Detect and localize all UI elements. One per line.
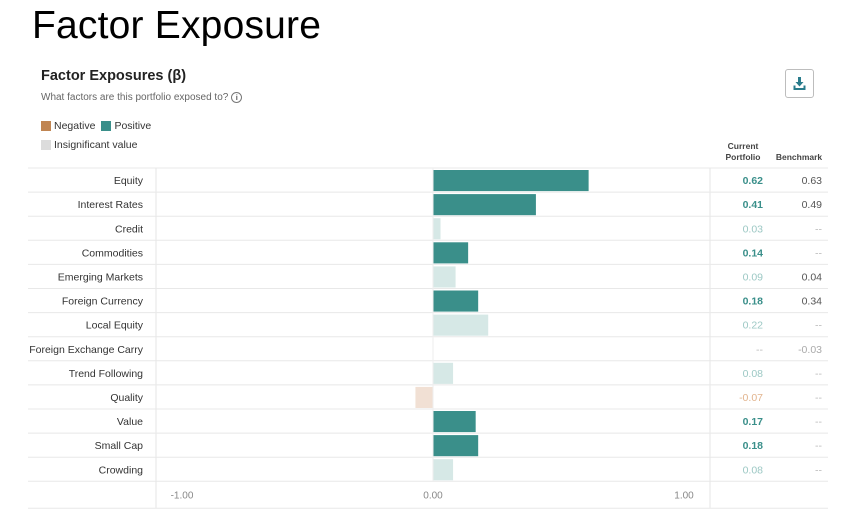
benchmark-value: -- [815,223,822,235]
column-header-current-line2: Portfolio [725,152,761,162]
benchmark-value: 0.49 [802,199,823,211]
factor-label: Foreign Currency [62,296,144,308]
factor-label: Local Equity [86,320,144,332]
current-value: 0.41 [743,199,764,211]
legend-item-insignificant[interactable]: Insignificant value [41,139,137,151]
benchmark-value: -- [815,440,822,452]
download-button[interactable] [785,69,814,98]
current-value: 0.62 [743,175,764,187]
bar-credit[interactable] [433,218,441,240]
card-title: Factor Exposures (β) [41,68,187,84]
legend-swatch-negative [41,120,51,131]
legend: Negative Positive Insignificant value [41,119,157,157]
bar-interest-rates[interactable] [433,194,536,216]
current-value: 0.18 [743,296,764,308]
factor-label: Small Cap [95,440,144,452]
card-subtitle: What factors are this portfolio exposed … [41,92,243,103]
factor-label: Emerging Markets [58,271,143,283]
legend-swatch-positive [101,120,112,131]
factor-label: Trend Following [69,368,143,380]
current-value: 0.17 [743,416,764,428]
legend-label-negative: Negative [54,119,96,132]
current-value: 0.22 [743,320,764,332]
benchmark-value: 0.04 [802,271,823,283]
benchmark-value: -- [815,368,822,380]
benchmark-value: 0.63 [802,175,823,187]
bar-commodities[interactable] [433,242,469,264]
current-value: -- [756,344,763,356]
current-value: -0.07 [739,392,763,404]
current-value: 0.08 [743,464,764,476]
card-subtitle-text: What factors are this portfolio exposed … [41,92,229,103]
legend-item-positive[interactable]: Positive [101,120,151,132]
factor-label: Interest Rates [78,199,143,211]
legend-label-positive: Positive [114,119,152,132]
page-title: Factor Exposure [32,4,322,47]
info-icon[interactable]: i [231,92,243,103]
current-value: 0.18 [743,440,764,452]
factor-label: Credit [115,223,143,235]
factor-label: Commodities [82,247,143,259]
bar-quality[interactable] [415,386,433,408]
factor-label: Value [117,416,143,428]
bar-emerging-markets[interactable] [433,266,456,288]
x-tick-label: 0.00 [423,490,443,501]
x-tick-label: 1.00 [674,490,694,501]
download-icon [793,77,806,90]
current-value: 0.08 [743,368,764,380]
benchmark-value: -- [815,392,822,404]
bar-foreign-currency[interactable] [433,290,479,312]
factor-label: Quality [110,392,143,404]
legend-label-insignificant: Insignificant value [54,138,138,151]
bar-local-equity[interactable] [433,314,489,336]
bar-small-cap[interactable] [433,435,479,457]
bar-equity[interactable] [433,170,589,192]
factor-label: Crowding [99,464,144,476]
benchmark-value: -- [815,464,822,476]
column-header-current: Current Portfolio [718,141,768,163]
benchmark-value: -- [815,320,822,332]
benchmark-value: -- [815,416,822,428]
legend-swatch-insignificant [41,139,51,150]
bar-value[interactable] [433,411,476,433]
legend-item-negative[interactable]: Negative [41,120,95,132]
x-tick-label: -1.00 [171,490,194,501]
column-header-benchmark: Benchmark [775,152,823,162]
column-header-current-line1: Current [727,141,759,151]
current-value: 0.03 [743,223,764,235]
factor-label: Equity [114,175,144,187]
factor-label: Foreign Exchange Carry [29,344,144,356]
current-value: 0.14 [743,247,764,259]
bar-trend-following[interactable] [433,362,454,384]
current-value: 0.09 [743,271,764,283]
benchmark-value: 0.34 [802,296,823,308]
benchmark-value: -- [815,247,822,259]
bar-crowding[interactable] [433,459,454,481]
benchmark-value: -0.03 [798,344,822,356]
